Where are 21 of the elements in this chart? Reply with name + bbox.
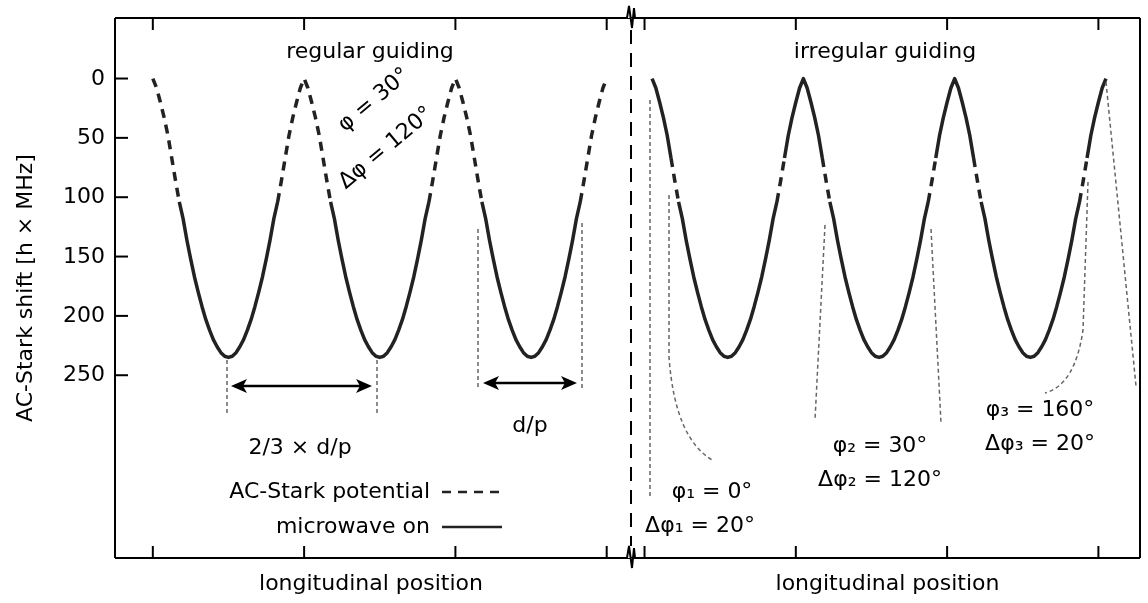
y-tick-label: 150 xyxy=(63,242,105,268)
legend-label: microwave on xyxy=(275,513,430,538)
legend-label: AC-Stark potential xyxy=(229,478,430,503)
annotation: φ₁ = 0° xyxy=(671,478,753,503)
x-axis-title: longitudinal position xyxy=(259,570,483,595)
annotation: φ₂ = 30° xyxy=(832,432,928,457)
annotation: d/p xyxy=(512,412,548,437)
y-tick-label: 200 xyxy=(63,301,105,327)
annotation: irregular guiding xyxy=(793,38,977,63)
text: longitudinal position xyxy=(775,570,1000,595)
y-tick-label: 0 xyxy=(91,64,105,90)
annotation: Δφ₂ = 120° xyxy=(818,466,942,491)
y-tick-label: 50 xyxy=(77,123,105,149)
annotation: φ₃ = 160° xyxy=(985,396,1095,421)
annotation: regular guiding xyxy=(286,38,454,63)
annotation: 2/3 × d/p xyxy=(248,434,352,459)
annotation: Δφ₃ = 20° xyxy=(985,430,1095,455)
y-tick-label: 250 xyxy=(63,361,105,387)
y-tick-label: 100 xyxy=(63,183,105,209)
y-axis-title: AC-Stark shift [h × MHz] xyxy=(12,154,37,422)
annotation: Δφ₁ = 20° xyxy=(645,512,755,537)
